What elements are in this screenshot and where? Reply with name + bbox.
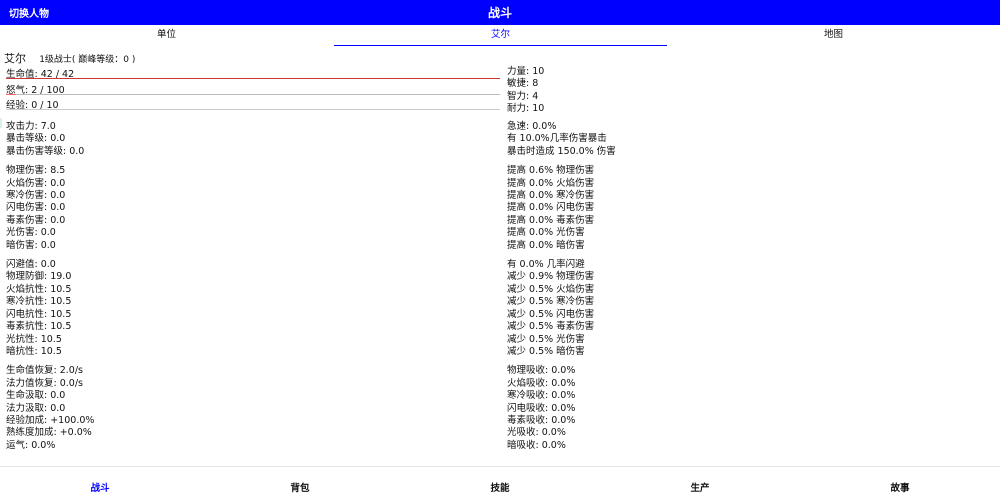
- stat-item: 有 10.0%几率伤害暴击: [507, 133, 607, 145]
- nav-skills[interactable]: 技能: [490, 483, 510, 494]
- bottom-nav: 战斗 背包 技能 生产 故事: [0, 466, 1000, 502]
- character-level: 1级战士( 巅峰等级：0 ): [39, 55, 136, 65]
- attr-agility: 敏捷: 8: [507, 78, 539, 90]
- stat-item: 物理伤害: 8.5: [6, 165, 66, 177]
- exp-bar: 经验: 0 / 10: [6, 97, 500, 111]
- stat-item: 法力值恢复: 0.0/s: [6, 377, 83, 389]
- stat-item: 提高 0.0% 光伤害: [507, 227, 585, 239]
- stat-item: 经验加成: +100.0%: [6, 414, 95, 426]
- rage-bar-track: [6, 94, 500, 95]
- stat-item: 寒冷吸收: 0.0%: [507, 390, 576, 402]
- stat-item: 闪避值: 0.0: [6, 259, 56, 271]
- stat-item: 火焰抗性: 10.5: [6, 283, 72, 295]
- stat-item: 减少 0.9% 物理伤害: [507, 271, 595, 283]
- stat-item: 减少 0.5% 暗伤害: [507, 345, 585, 357]
- stat-item: 寒冷伤害: 0.0: [6, 190, 66, 202]
- left-stats: 攻击力: 7.0 暴击等级: 0.0 暴击伤害等级: 0.0 物理伤害: 8.5…: [6, 121, 94, 452]
- stat-item: 减少 0.5% 寒冷伤害: [507, 296, 595, 308]
- stat-item: 提高 0.0% 毒素伤害: [507, 214, 595, 226]
- tab-units[interactable]: 单位: [156, 29, 176, 40]
- nav-production[interactable]: 生产: [690, 483, 710, 494]
- stat-item: 暗抗性: 10.5: [6, 345, 62, 357]
- stat-item: 生命汲取: 0.0: [6, 390, 66, 402]
- tab-map[interactable]: 地图: [823, 29, 843, 40]
- attr-stamina: 耐力: 10: [507, 103, 545, 115]
- stat-item: 提高 0.6% 物理伤害: [507, 165, 595, 177]
- stat-item: 火焰伤害: 0.0: [6, 177, 66, 189]
- stat-item: 暗伤害: 0.0: [6, 239, 56, 251]
- character-name: 艾尔: [4, 52, 26, 65]
- side-marker: [0, 118, 2, 128]
- tab-character[interactable]: 艾尔: [334, 25, 667, 46]
- stat-item: 光抗性: 10.5: [6, 333, 62, 345]
- stat-item: 暴击时造成 150.0% 伤害: [507, 145, 616, 157]
- stat-item: 闪电抗性: 10.5: [6, 308, 72, 320]
- exp-bar-track: [6, 109, 500, 110]
- attr-intelligence: 智力: 4: [507, 90, 539, 102]
- stat-item: 减少 0.5% 闪电伤害: [507, 308, 595, 320]
- stat-item: 提高 0.0% 火焰伤害: [507, 177, 595, 189]
- stat-item: 提高 0.0% 寒冷伤害: [507, 190, 595, 202]
- stat-item: 攻击力: 7.0: [6, 121, 56, 132]
- character-header: 艾尔 1级战士( 巅峰等级：0 ): [4, 50, 135, 66]
- nav-battle[interactable]: 战斗: [90, 483, 110, 494]
- stat-item: 毒素伤害: 0.0: [6, 214, 66, 226]
- stat-item: 暴击等级: 0.0: [6, 133, 66, 145]
- stat-item: 暗吸收: 0.0%: [507, 439, 566, 451]
- stat-item: 减少 0.5% 光伤害: [507, 333, 585, 345]
- stat-item: 物理防御: 19.0: [6, 271, 72, 283]
- stat-item: 提高 0.0% 闪电伤害: [507, 202, 595, 214]
- stat-item: 生命值恢复: 2.0/s: [6, 365, 83, 377]
- tab-bar: 单位 艾尔 地图: [0, 25, 1000, 46]
- rage-bar: 怒气: 2 / 100: [6, 82, 500, 96]
- stat-item: 暴击伤害等级: 0.0: [6, 145, 85, 157]
- stat-item: 光吸收: 0.0%: [507, 427, 566, 439]
- right-stats: 急速: 0.0% 有 10.0%几率伤害暴击 暴击时造成 150.0% 伤害 提…: [507, 121, 616, 452]
- rage-label: 怒气: 2 / 100: [6, 85, 65, 96]
- hp-label: 生命值: 42 / 42: [6, 69, 75, 80]
- top-bar: 切换人物 战斗: [0, 0, 1000, 25]
- stat-item: 物理吸收: 0.0%: [507, 365, 576, 377]
- nav-inventory[interactable]: 背包: [290, 483, 310, 494]
- stat-item: 减少 0.5% 火焰伤害: [507, 283, 595, 295]
- stat-item: 熟练度加成: +0.0%: [6, 427, 92, 439]
- rage-bar-fill: [6, 94, 16, 95]
- attr-strength: 力量: 10: [507, 66, 545, 77]
- stat-item: 毒素吸收: 0.0%: [507, 414, 576, 426]
- stat-item: 毒素抗性: 10.5: [6, 321, 72, 333]
- stat-item: 运气: 0.0%: [6, 439, 56, 451]
- page-title: 战斗: [487, 6, 512, 20]
- stat-item: 光伤害: 0.0: [6, 227, 56, 239]
- stat-item: 有 0.0% 几率闪避: [507, 259, 585, 271]
- stat-item: 急速: 0.0%: [507, 121, 557, 132]
- stat-item: 火焰吸收: 0.0%: [507, 377, 576, 389]
- stat-item: 提高 0.0% 暗伤害: [507, 239, 585, 251]
- hp-bar-fill: [6, 78, 500, 79]
- switch-character-button[interactable]: 切换人物: [9, 9, 49, 20]
- nav-story[interactable]: 故事: [890, 483, 910, 494]
- stat-item: 法力汲取: 0.0: [6, 402, 66, 414]
- exp-label: 经验: 0 / 10: [6, 100, 59, 111]
- stat-item: 减少 0.5% 毒素伤害: [507, 321, 595, 333]
- stat-item: 闪电吸收: 0.0%: [507, 402, 576, 414]
- stat-item: 闪电伤害: 0.0: [6, 202, 66, 214]
- stat-item: 寒冷抗性: 10.5: [6, 296, 72, 308]
- hp-bar: 生命值: 42 / 42: [6, 66, 500, 80]
- attribute-list: 力量: 10 敏捷: 8 智力: 4 耐力: 10: [507, 66, 544, 116]
